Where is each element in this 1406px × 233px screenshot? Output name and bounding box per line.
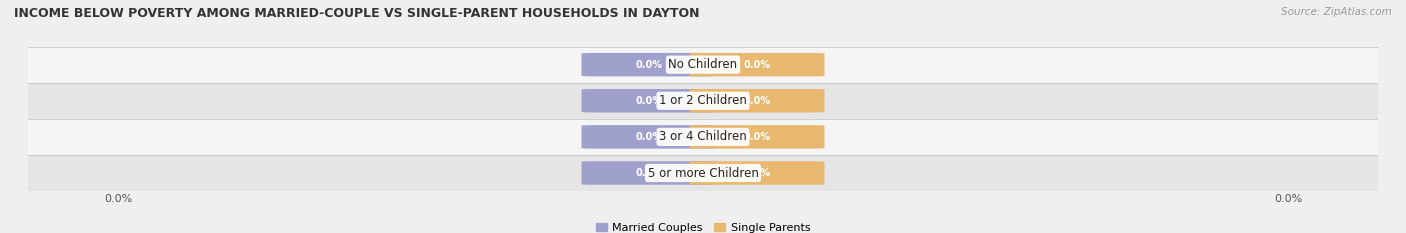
Legend: Married Couples, Single Parents: Married Couples, Single Parents (596, 223, 810, 233)
Text: 0.0%: 0.0% (744, 132, 770, 142)
Text: No Children: No Children (668, 58, 738, 71)
FancyBboxPatch shape (689, 161, 824, 185)
FancyBboxPatch shape (689, 125, 824, 149)
FancyBboxPatch shape (582, 125, 717, 149)
FancyBboxPatch shape (689, 89, 824, 113)
Text: 0.0%: 0.0% (636, 60, 662, 70)
Text: 0.0%: 0.0% (744, 168, 770, 178)
Bar (28, 47, 1378, 83)
Bar (28, 119, 1378, 155)
Bar (28, 83, 1378, 119)
Text: 5 or more Children: 5 or more Children (648, 167, 758, 179)
Text: 0.0%: 0.0% (744, 60, 770, 70)
Text: 1 or 2 Children: 1 or 2 Children (659, 94, 747, 107)
FancyBboxPatch shape (582, 53, 717, 76)
Bar (28, 155, 1378, 191)
Text: Source: ZipAtlas.com: Source: ZipAtlas.com (1281, 7, 1392, 17)
Text: 0.0%: 0.0% (636, 96, 662, 106)
FancyBboxPatch shape (582, 89, 717, 113)
Text: 0.0%: 0.0% (636, 132, 662, 142)
FancyBboxPatch shape (582, 161, 717, 185)
Text: 0.0%: 0.0% (636, 168, 662, 178)
Text: INCOME BELOW POVERTY AMONG MARRIED-COUPLE VS SINGLE-PARENT HOUSEHOLDS IN DAYTON: INCOME BELOW POVERTY AMONG MARRIED-COUPL… (14, 7, 700, 20)
FancyBboxPatch shape (689, 53, 824, 76)
Text: 3 or 4 Children: 3 or 4 Children (659, 130, 747, 143)
Text: 0.0%: 0.0% (744, 96, 770, 106)
